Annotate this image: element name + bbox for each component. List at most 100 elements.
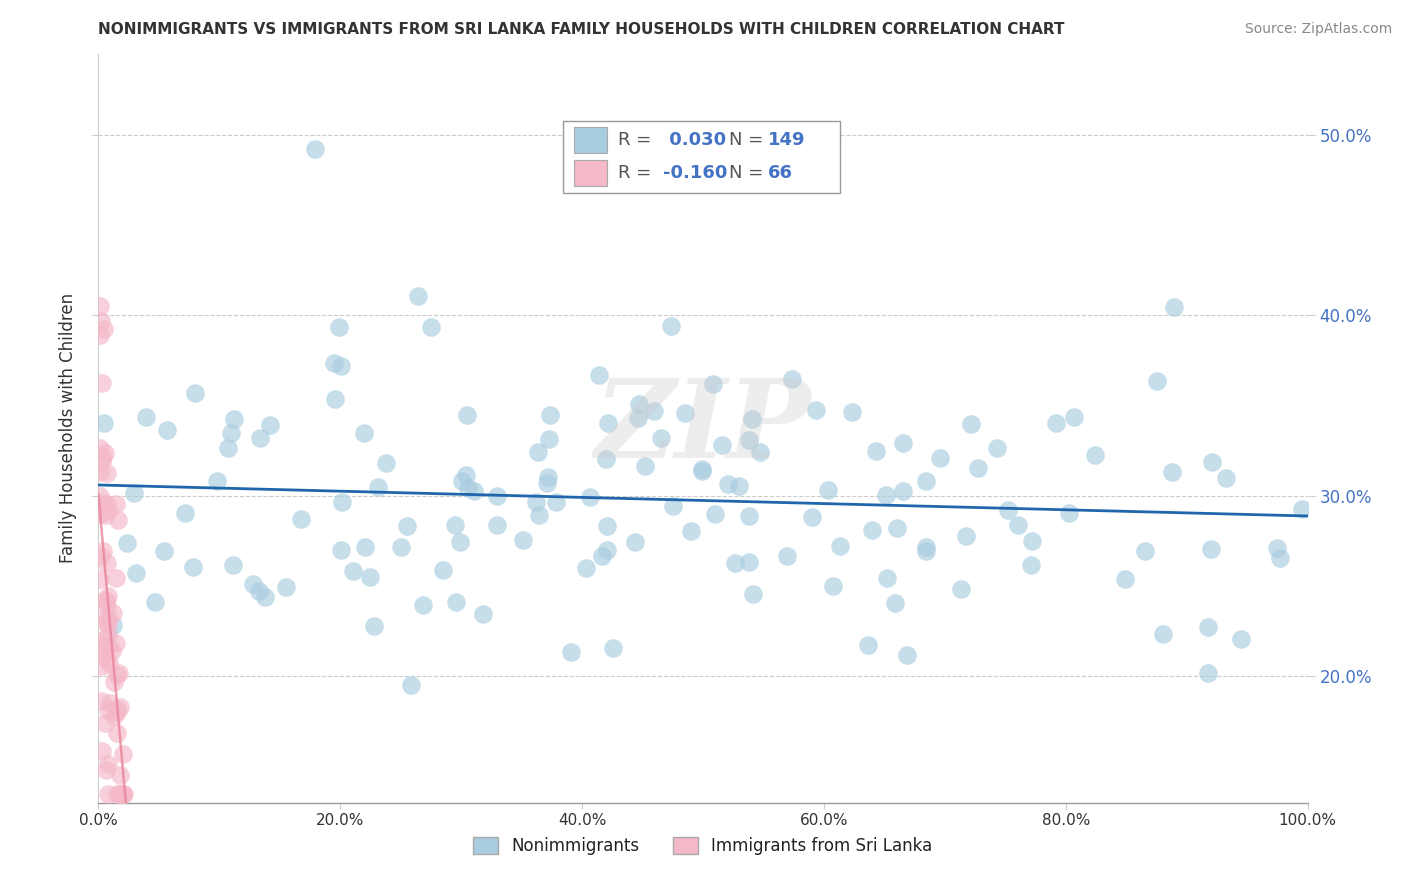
Point [457, 481, 479, 495]
Point [841, 405, 863, 419]
Point [634, 458, 657, 473]
Point [247, 584, 270, 599]
Point [463, 484, 485, 499]
Point [90, 638, 112, 652]
Point [89, 465, 111, 479]
Point [249, 431, 271, 445]
Point [823, 578, 845, 592]
Point [883, 596, 905, 610]
Point [96, 652, 118, 666]
Point [806, 402, 828, 417]
Point [544, 495, 567, 509]
Point [1021, 534, 1043, 549]
Point [627, 411, 650, 425]
Point [103, 606, 125, 620]
Point [749, 444, 772, 458]
Point [94, 446, 117, 460]
Point [1084, 448, 1107, 462]
Point [342, 564, 364, 578]
Point [94, 631, 117, 645]
Point [89, 299, 111, 313]
Point [389, 541, 412, 555]
Point [1265, 541, 1288, 556]
Point [97, 639, 120, 653]
Point [420, 320, 443, 334]
Point [94, 716, 117, 731]
Point [112, 747, 135, 761]
Point [89, 572, 111, 586]
Point [1114, 572, 1136, 586]
Point [775, 549, 797, 563]
Point [91, 376, 114, 391]
Point [89, 441, 111, 455]
Point [449, 534, 471, 549]
Point [673, 406, 696, 420]
Text: 149: 149 [768, 130, 806, 149]
Point [997, 503, 1019, 517]
Point [181, 559, 204, 574]
Point [105, 705, 128, 719]
Point [363, 619, 385, 633]
Point [329, 543, 352, 558]
Point [1045, 417, 1067, 431]
Point [108, 665, 131, 680]
Point [486, 518, 509, 533]
Point [560, 645, 582, 659]
Point [90, 744, 112, 758]
Point [454, 467, 477, 482]
Point [780, 372, 803, 386]
Point [742, 587, 765, 601]
Point [891, 436, 914, 450]
Text: R =: R = [619, 130, 657, 149]
Point [399, 678, 422, 692]
Text: ZIP: ZIP [595, 375, 811, 482]
Point [330, 359, 353, 374]
Point [717, 477, 740, 491]
Point [242, 577, 264, 591]
Point [955, 529, 977, 543]
Point [101, 618, 124, 632]
Point [153, 544, 176, 558]
Point [1215, 470, 1237, 484]
Point [105, 787, 128, 801]
Point [451, 474, 474, 488]
Point [624, 535, 647, 549]
Point [703, 507, 725, 521]
Point [801, 510, 824, 524]
Point [659, 319, 682, 334]
Point [1063, 410, 1085, 425]
Point [596, 416, 619, 430]
Point [90, 313, 112, 327]
Point [112, 787, 135, 801]
Point [690, 464, 713, 478]
Point [97, 503, 120, 517]
Point [108, 767, 131, 781]
Point [512, 533, 534, 547]
Point [107, 514, 129, 528]
Point [97, 757, 120, 772]
Point [184, 386, 207, 401]
Point [950, 582, 973, 596]
Point [896, 648, 918, 662]
Point [537, 469, 560, 483]
Point [103, 674, 125, 689]
Text: R =: R = [619, 164, 657, 183]
Point [875, 488, 897, 502]
Text: -0.160: -0.160 [662, 164, 727, 183]
Point [432, 563, 454, 577]
Point [91, 450, 114, 464]
Point [1007, 517, 1029, 532]
Point [643, 404, 665, 418]
Point [891, 483, 914, 498]
Point [538, 432, 561, 446]
Point [1199, 541, 1222, 556]
Text: Source: ZipAtlas.com: Source: ZipAtlas.com [1244, 22, 1392, 37]
Point [111, 787, 134, 801]
Point [219, 425, 242, 440]
Point [217, 442, 239, 456]
Point [112, 787, 135, 801]
Point [588, 368, 610, 383]
Point [143, 595, 166, 609]
Point [1197, 665, 1219, 680]
Point [259, 417, 281, 432]
